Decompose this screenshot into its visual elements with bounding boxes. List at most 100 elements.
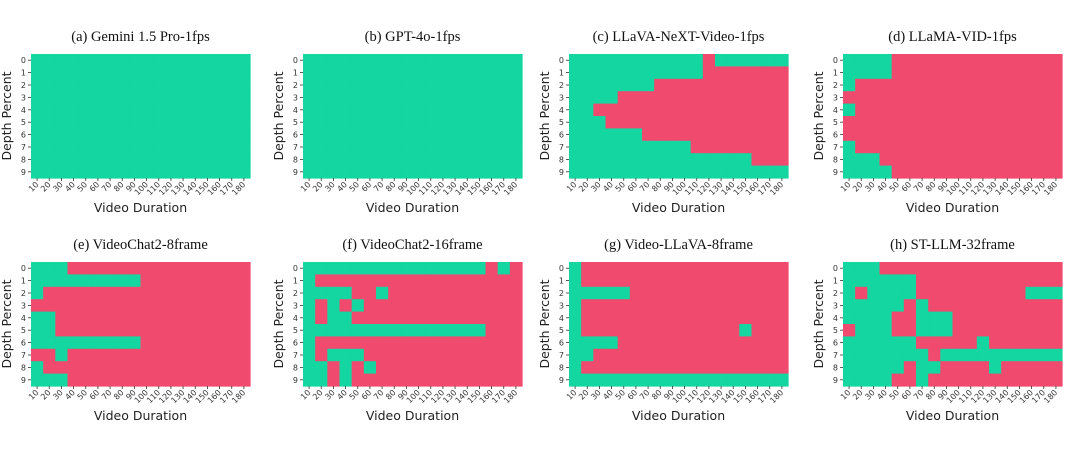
heatmap-cell xyxy=(581,140,594,154)
heatmap-cell xyxy=(1013,311,1027,325)
heatmap-cell xyxy=(225,324,239,337)
heatmap-cell xyxy=(678,103,692,117)
heatmap-cell xyxy=(581,165,594,179)
heatmap-panel-3: (c) LLaVA-NeXT-Video-1fps012345678910203… xyxy=(537,29,789,215)
heatmap-cell xyxy=(569,103,582,117)
heatmap-cell xyxy=(164,324,178,337)
heatmap-cell xyxy=(497,262,511,275)
heatmap-cell xyxy=(1049,116,1063,129)
heatmap-cell xyxy=(1001,91,1014,105)
heatmap-cell xyxy=(605,91,619,105)
heatmap-cell xyxy=(140,286,154,300)
chart-title: (e) VideoChat2-8frame xyxy=(73,237,208,253)
heatmap-cell xyxy=(1037,262,1051,275)
heatmap-cell xyxy=(581,324,594,337)
heatmap-cell xyxy=(79,78,93,92)
heatmap-cell xyxy=(497,116,511,129)
heatmap-cell xyxy=(388,274,401,288)
heatmap-cell xyxy=(351,103,365,117)
heatmap-cell xyxy=(201,66,215,80)
heatmap-cell xyxy=(1049,299,1063,313)
heatmap-cell xyxy=(164,78,178,92)
heatmap-cell xyxy=(201,373,215,387)
heatmap-cell xyxy=(189,361,202,375)
heatmap-cell xyxy=(497,153,511,167)
heatmap-cell xyxy=(327,373,341,387)
heatmap-cell xyxy=(303,78,316,92)
heatmap-cell xyxy=(55,54,69,67)
x-axis-label: Video Duration xyxy=(94,200,187,215)
heatmap-cell xyxy=(739,140,753,154)
heatmap-cell xyxy=(315,274,328,288)
heatmap-cell xyxy=(1049,140,1063,154)
heatmap-cell xyxy=(843,311,856,325)
heatmap-cell xyxy=(509,103,523,117)
heatmap-cell xyxy=(177,299,190,313)
heatmap-cell xyxy=(303,348,316,362)
heatmap-cell xyxy=(237,361,251,375)
heatmap-cell xyxy=(855,361,868,375)
heatmap-cell xyxy=(461,311,474,325)
heatmap-cell xyxy=(424,311,438,325)
heatmap-cell xyxy=(678,336,692,350)
heatmap-cell xyxy=(67,311,81,325)
heatmap-cell xyxy=(1025,324,1039,337)
heatmap-cell xyxy=(843,336,856,350)
heatmap-cell xyxy=(751,116,765,129)
heatmap-cell xyxy=(376,78,389,92)
heatmap-cell xyxy=(31,54,44,67)
heatmap-cell xyxy=(363,336,377,350)
heatmap-cell xyxy=(976,165,990,179)
heatmap-cell xyxy=(903,361,917,375)
heatmap-cell xyxy=(989,78,1002,92)
heatmap-cell xyxy=(31,103,44,117)
heatmap-cell xyxy=(424,78,438,92)
heatmap-cell xyxy=(678,91,692,105)
heatmap-cell xyxy=(569,66,582,80)
heatmap-cell xyxy=(867,91,881,105)
heatmap-cell xyxy=(363,348,377,362)
heatmap-cell xyxy=(213,311,227,325)
heatmap-cell xyxy=(339,299,353,313)
heatmap-cell xyxy=(189,140,202,154)
heatmap-cell xyxy=(843,91,856,105)
heatmap-cell xyxy=(201,324,215,337)
heatmap-cell xyxy=(116,336,129,350)
heatmap-cell xyxy=(654,311,667,325)
heatmap-cell xyxy=(605,348,619,362)
heatmap-cell xyxy=(739,128,753,142)
heatmap-cell xyxy=(763,361,777,375)
heatmap-cell xyxy=(104,153,117,167)
heatmap-cell xyxy=(879,324,893,337)
heatmap-cell xyxy=(916,274,929,288)
heatmap-cell xyxy=(605,324,619,337)
heatmap-cell xyxy=(461,274,474,288)
heatmap-cell xyxy=(177,103,190,117)
heatmap-cell xyxy=(189,286,202,300)
heatmap-cell xyxy=(327,128,341,142)
heatmap-cell xyxy=(581,311,594,325)
heatmap-cell xyxy=(327,274,341,288)
heatmap-cell xyxy=(104,140,117,154)
y-tick-label: 4 xyxy=(833,314,838,323)
heatmap-cell xyxy=(891,286,905,300)
heatmap-cell xyxy=(497,103,511,117)
heatmap-cell xyxy=(654,336,667,350)
heatmap-cell xyxy=(104,324,117,337)
heatmap-cell xyxy=(605,153,619,167)
heatmap-cell xyxy=(593,336,607,350)
heatmap-cell xyxy=(461,128,474,142)
heatmap-cell xyxy=(351,311,365,325)
heatmap-cell xyxy=(727,153,740,167)
heatmap-cell xyxy=(140,103,154,117)
heatmap-cell xyxy=(702,128,716,142)
heatmap-cell xyxy=(55,348,69,362)
heatmap-cell xyxy=(104,91,117,105)
heatmap-cell xyxy=(1037,286,1051,300)
heatmap-cell xyxy=(91,140,105,154)
heatmap-cell xyxy=(116,361,129,375)
heatmap-cell xyxy=(1001,128,1014,142)
heatmap-cell xyxy=(642,165,655,179)
heatmap-cell xyxy=(952,336,966,350)
heatmap-cell xyxy=(400,116,414,129)
